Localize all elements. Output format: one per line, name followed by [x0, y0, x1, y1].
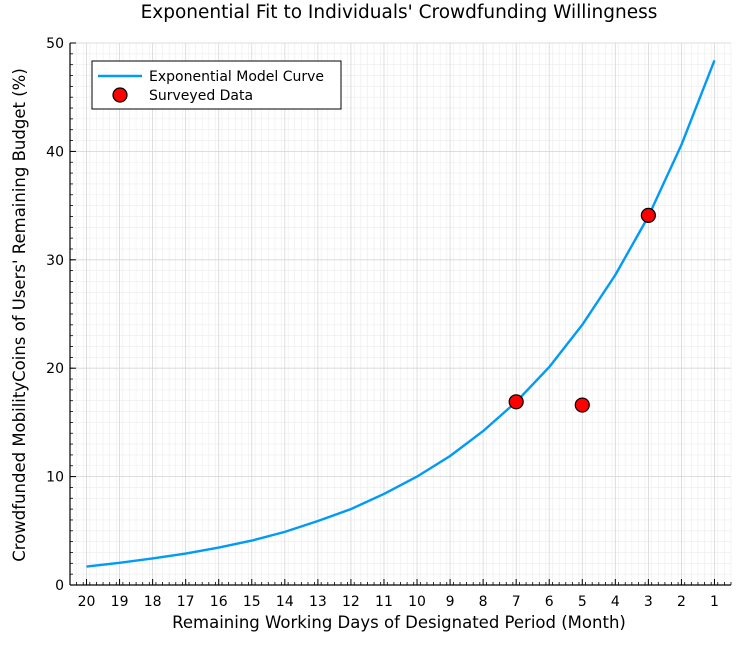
x-tick-label: 14 — [276, 594, 294, 610]
y-tick-label: 10 — [46, 470, 64, 486]
x-axis-label: Remaining Working Days of Designated Per… — [172, 613, 626, 632]
y-tick-label: 30 — [46, 253, 64, 269]
x-tick-label: 12 — [342, 594, 360, 610]
y-tick-label: 0 — [55, 578, 64, 594]
y-tick-label: 20 — [46, 361, 64, 377]
legend-label: Exponential Model Curve — [149, 69, 324, 85]
x-tick-label: 2 — [677, 594, 686, 610]
x-tick-label: 5 — [578, 594, 587, 610]
chart-title: Exponential Fit to Individuals' Crowdfun… — [141, 2, 658, 23]
model-curve-line — [86, 59, 716, 568]
survey-data-point — [508, 394, 524, 410]
legend-label: Surveyed Data — [149, 88, 253, 104]
y-tick-label: 40 — [46, 144, 64, 160]
legend: Exponential Model Curve Surveyed Data — [91, 60, 342, 110]
grid — [69, 42, 732, 586]
survey-data-point — [640, 207, 656, 223]
x-tick-label: 13 — [309, 594, 327, 610]
x-tick-label: 10 — [408, 594, 426, 610]
x-tick-label: 15 — [243, 594, 261, 610]
plot-area — [86, 59, 716, 568]
survey-data-point — [574, 397, 590, 413]
x-tick-label: 11 — [375, 594, 393, 610]
legend-point-marker — [112, 87, 128, 103]
legend-box — [91, 60, 342, 110]
x-tick-label: 20 — [78, 594, 96, 610]
x-tick-label: 8 — [479, 594, 488, 610]
x-tick-label: 9 — [446, 594, 455, 610]
x-tick-label: 7 — [512, 594, 521, 610]
x-tick-label: 18 — [144, 594, 162, 610]
x-tick-label: 3 — [644, 594, 653, 610]
x-tick-label: 16 — [210, 594, 228, 610]
y-axis-ticks: 0 10 20 30 40 50 — [46, 36, 76, 594]
x-tick-label: 6 — [545, 594, 554, 610]
x-tick-label: 1 — [710, 594, 719, 610]
x-tick-label: 4 — [611, 594, 620, 610]
x-tick-label: 19 — [111, 594, 129, 610]
y-tick-label: 50 — [46, 36, 64, 52]
x-axis-ticks: 20 19 18 17 16 15 14 13 12 11 10 9 8 7 6 5 4 3 2 1 — [69, 579, 732, 610]
y-axis-label: Crowdfunded MobilityCoins of Users' Rema… — [10, 68, 29, 562]
x-tick-label: 17 — [177, 594, 195, 610]
